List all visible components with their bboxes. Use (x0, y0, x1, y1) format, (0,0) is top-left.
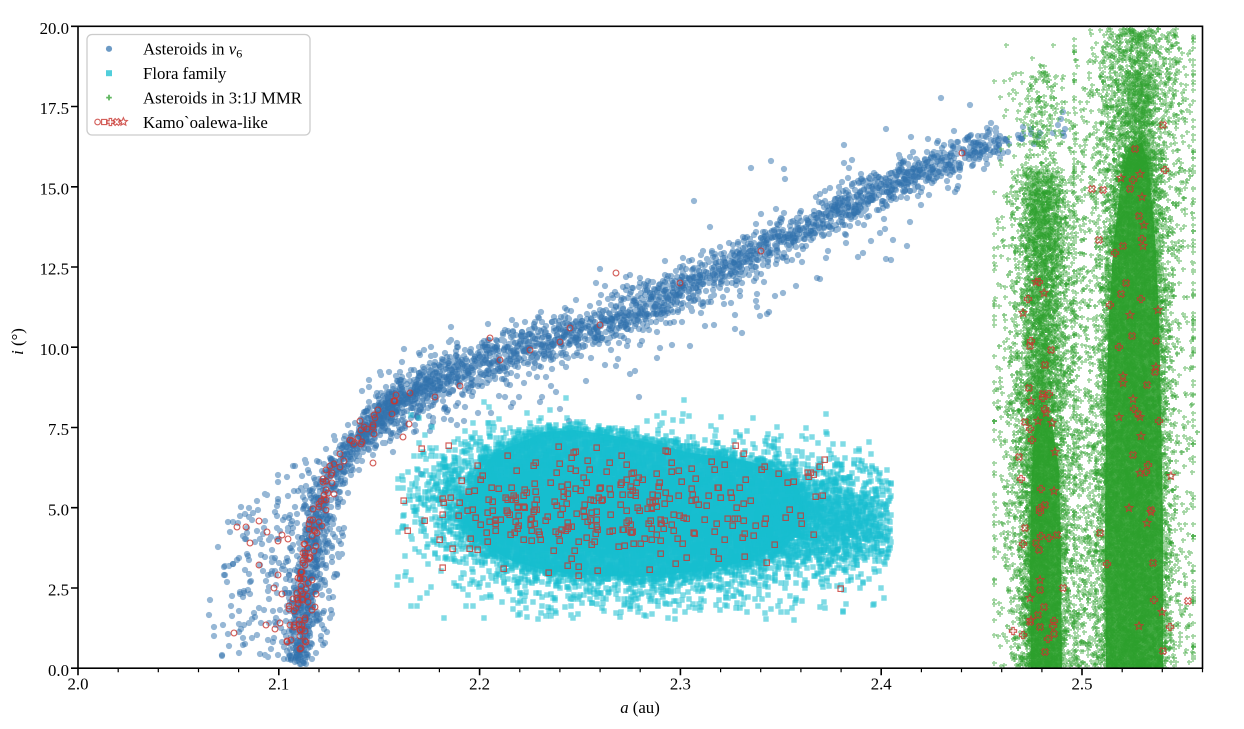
svg-text:Asteroids in ν6: Asteroids in ν6 (143, 40, 242, 61)
svg-text:2.5: 2.5 (1072, 674, 1093, 693)
svg-text:2.0: 2.0 (68, 674, 89, 693)
svg-text:a (au): a (au) (620, 698, 660, 717)
svg-text:2.1: 2.1 (268, 674, 289, 693)
svg-text:0.0: 0.0 (48, 661, 69, 680)
svg-text:2.4: 2.4 (871, 674, 893, 693)
svg-text:15.0: 15.0 (40, 179, 69, 198)
svg-text:Asteroids in 3:1J MMR: Asteroids in 3:1J MMR (143, 88, 303, 107)
svg-text:12.5: 12.5 (40, 260, 69, 279)
svg-text:Flora family: Flora family (143, 64, 227, 83)
svg-text:Kamo`oalewa-like: Kamo`oalewa-like (143, 113, 268, 132)
svg-text:2.2: 2.2 (469, 674, 490, 693)
svg-text:10.0: 10.0 (40, 340, 69, 359)
svg-text:2.3: 2.3 (670, 674, 691, 693)
svg-text:2.5: 2.5 (48, 581, 69, 600)
svg-text:20.0: 20.0 (40, 19, 69, 38)
svg-text:i (°): i (°) (8, 328, 27, 355)
svg-text:5.0: 5.0 (48, 500, 69, 519)
svg-text:17.5: 17.5 (40, 99, 69, 118)
svg-text:7.5: 7.5 (48, 420, 69, 439)
